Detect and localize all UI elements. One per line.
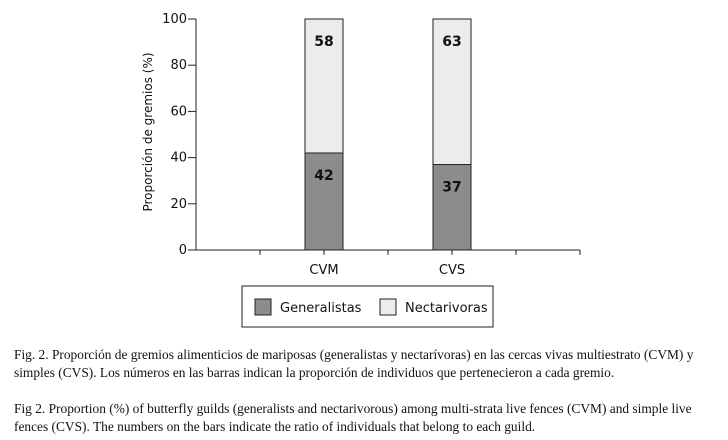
legend-label: Nectarivoras	[405, 301, 488, 316]
y-axis-label: Proporción de gremios (%)	[141, 52, 155, 211]
legend-box	[241, 285, 494, 328]
x-category-label: CVS	[439, 263, 465, 278]
legend: Generalistas Nectarivoras	[241, 285, 494, 328]
y-tick-label: 40	[170, 151, 187, 166]
bar-segment	[432, 18, 472, 166]
bar-segment	[304, 18, 344, 154]
x-category-label: CVM	[309, 263, 338, 278]
y-tick-label: 20	[170, 197, 187, 212]
bar-value-label: 42	[314, 168, 333, 184]
figure-caption-spanish: Fig. 2. Proporción de gremios alimentici…	[14, 347, 694, 380]
figure-caption-english: Fig 2. Proportion (%) of butterfly guild…	[14, 401, 692, 434]
bar-value-label: 63	[442, 34, 461, 50]
bar-segment	[432, 164, 472, 251]
bar-segment	[304, 152, 344, 251]
legend-swatch	[379, 298, 397, 316]
bar-value-label: 58	[314, 34, 333, 50]
y-tick-label: 0	[179, 243, 187, 258]
stacked-bar-chart: Proporción de gremios (%) 0 20 40 60 80 100 42…	[141, 12, 581, 328]
bar-value-label: 37	[442, 180, 461, 196]
legend-label: Generalistas	[280, 301, 362, 316]
y-tick-label: 80	[170, 58, 187, 73]
plot-area: 0 20 40 60 80 100 42 58 CVM 37 63 CVS	[162, 12, 581, 278]
legend-swatch	[254, 298, 272, 316]
y-tick-label: 60	[170, 104, 187, 119]
y-tick-label: 100	[162, 12, 187, 27]
